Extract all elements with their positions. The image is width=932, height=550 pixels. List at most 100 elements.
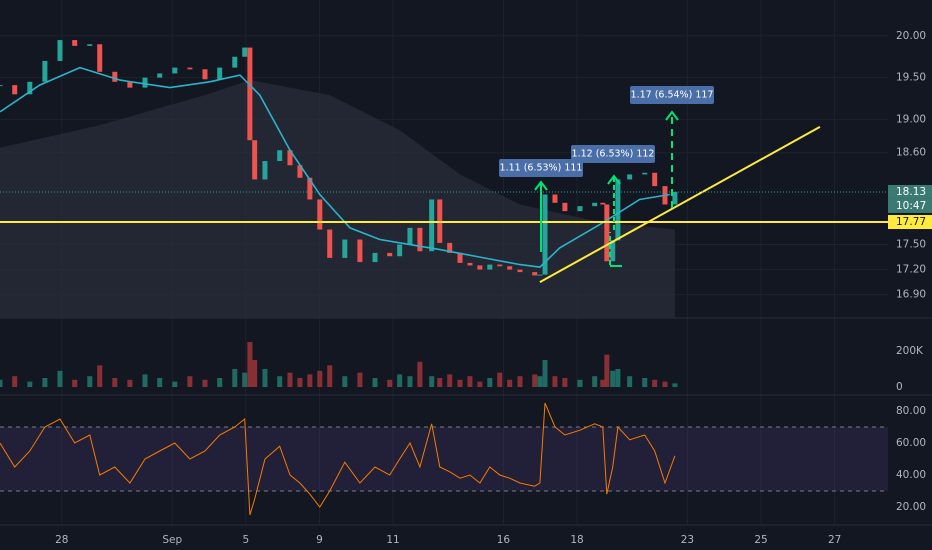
plot: 1.11 (6.53%) 111 1.12 (6.53%) 112 1.17 (6.… — [0, 40, 888, 516]
candle — [417, 227, 423, 252]
candle — [642, 172, 648, 175]
x-tick-label: 16 — [497, 534, 511, 546]
candle — [87, 44, 93, 46]
trend-line — [539, 125, 821, 283]
volume-bar — [610, 370, 616, 387]
x-tick-label: 25 — [754, 534, 767, 546]
ma-area — [0, 80, 675, 318]
volume-bar — [407, 376, 413, 387]
candle — [517, 269, 523, 273]
measure-label: 1.11 (6.53%) 111 — [500, 163, 583, 174]
volume-bar — [142, 374, 148, 387]
volume-bar — [127, 379, 133, 387]
volume-bar — [507, 379, 513, 387]
y-tick-label: 60.00 — [896, 437, 926, 449]
volume-bar — [642, 378, 648, 387]
volume-bar — [187, 376, 193, 387]
countdown-label: 10:47 — [896, 200, 926, 212]
y-tick-label: 19.50 — [896, 72, 926, 84]
x-tick-label: Sep — [162, 534, 182, 546]
candle — [552, 194, 558, 203]
y-tick-label: 0 — [896, 381, 903, 393]
arrow-head — [665, 110, 679, 121]
candle — [577, 206, 583, 212]
volume-bar — [457, 379, 463, 387]
candle — [57, 40, 63, 61]
x-tick-label: 18 — [570, 534, 583, 546]
candle — [97, 44, 103, 72]
candle — [447, 242, 453, 253]
candle — [112, 71, 118, 82]
candle — [217, 67, 223, 80]
volume-bar — [397, 374, 403, 387]
volume-bar — [672, 383, 678, 387]
candle — [372, 252, 378, 263]
moving-average — [0, 66, 670, 268]
volume-bar — [372, 378, 378, 387]
y-tick-label: 40.00 — [896, 469, 926, 481]
volume-bar — [437, 378, 443, 387]
volume-bar — [172, 381, 178, 387]
volume-bar — [307, 374, 313, 387]
candle — [387, 252, 393, 257]
volume-bar — [497, 372, 503, 387]
volume-bar — [447, 374, 453, 387]
y-tick-label: 20.00 — [896, 501, 926, 513]
candle — [142, 77, 148, 88]
candle — [317, 199, 323, 230]
candle — [600, 202, 606, 205]
y-tick-label: 17.20 — [896, 264, 926, 276]
candle — [615, 179, 621, 241]
volume-bar — [87, 376, 93, 387]
volume-bar — [387, 379, 393, 387]
volume-bar — [542, 360, 548, 387]
candle — [672, 191, 678, 205]
volume-bar — [604, 354, 610, 387]
volume-bar — [592, 376, 598, 387]
volume-bar — [662, 381, 668, 387]
candle — [172, 67, 178, 74]
arrow-head — [607, 174, 621, 185]
volume-bar — [217, 378, 223, 387]
volume-bar — [417, 361, 423, 387]
volume-bar — [0, 379, 3, 387]
volume-bar — [72, 379, 78, 387]
volume-bar — [357, 372, 363, 387]
candle — [157, 73, 163, 78]
volume-bar — [97, 365, 103, 387]
candle — [652, 172, 658, 187]
y-tick-label: 18.60 — [896, 147, 926, 159]
volume-bar — [12, 376, 18, 387]
x-tick-label: 5 — [242, 534, 249, 546]
y-tick-label: 17.50 — [896, 239, 926, 251]
candle — [592, 202, 598, 207]
x-tick-label: 23 — [681, 534, 694, 546]
candle — [287, 150, 293, 166]
volume-bar — [317, 370, 323, 387]
volume-bar — [600, 379, 606, 387]
volume-bar — [157, 378, 163, 387]
x-tick-label: 11 — [386, 534, 399, 546]
candle — [477, 265, 483, 270]
x-tick-label: 9 — [316, 534, 323, 546]
volume-bar — [202, 379, 208, 387]
hline-box — [888, 215, 932, 230]
volume-bar — [42, 378, 48, 387]
candle — [407, 227, 413, 245]
candle — [429, 199, 435, 252]
candle — [610, 240, 616, 262]
candle — [457, 252, 463, 263]
volume-bar — [252, 360, 258, 387]
volume-bar — [232, 369, 238, 387]
volume-bar — [277, 376, 283, 387]
candle — [507, 266, 513, 270]
volume-bar — [247, 342, 253, 387]
volume-bar — [262, 369, 268, 387]
volume-bar — [297, 378, 303, 387]
candle — [277, 150, 283, 162]
volume-bar — [112, 378, 118, 387]
volume-bar — [487, 378, 493, 387]
candle — [232, 56, 238, 68]
candle — [627, 174, 633, 180]
volume-bar — [287, 372, 293, 387]
